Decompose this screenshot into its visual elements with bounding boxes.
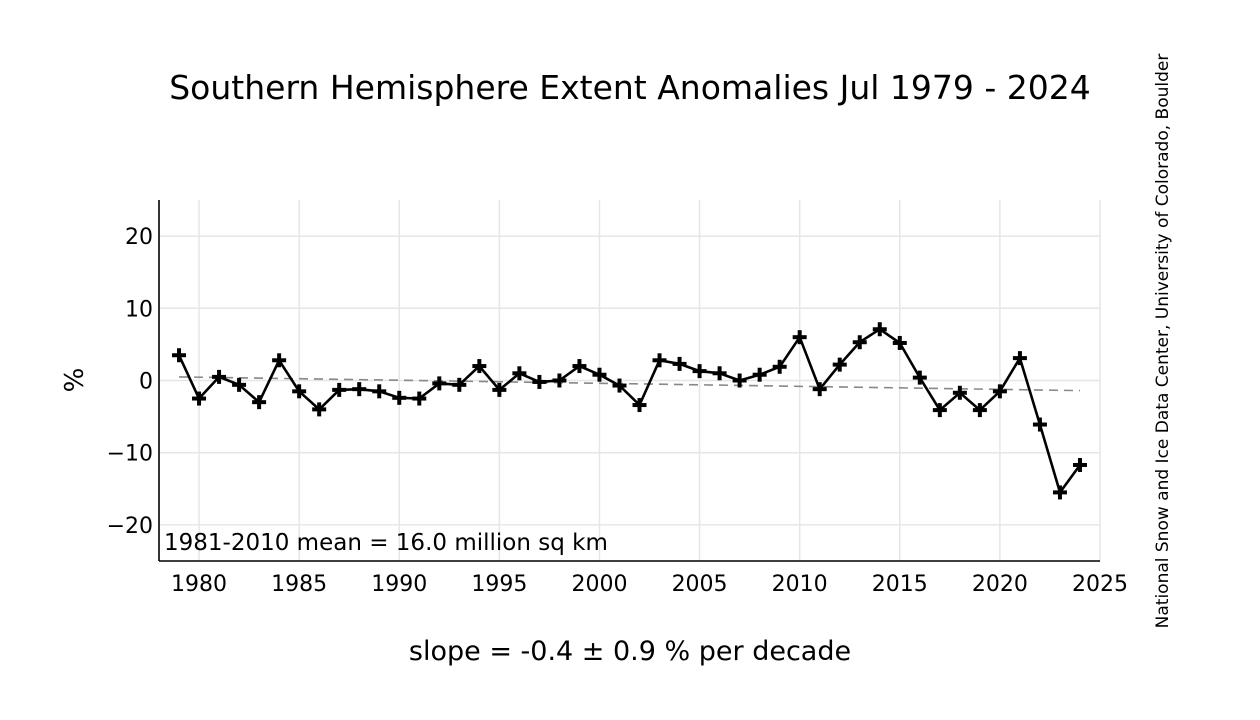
trend-line — [179, 376, 1080, 392]
x-tick-labels: 1980 1985 1990 1995 2000 2005 2010 2015 2020 2025 — [171, 572, 1128, 597]
x-tick-label: 2020 — [972, 572, 1028, 597]
data-point-marker — [232, 377, 247, 392]
chart-title: Southern Hemisphere Extent Anomalies Jul… — [169, 68, 1091, 107]
data-point-marker — [192, 391, 207, 406]
x-tick-label: 1990 — [371, 572, 427, 597]
x-tick-label: 2005 — [672, 572, 728, 597]
data-point-marker — [572, 359, 587, 374]
data-point-marker — [252, 395, 267, 410]
data-point-marker — [592, 367, 607, 382]
data-point-marker — [212, 369, 227, 384]
data-point-marker — [892, 335, 907, 350]
data-point-marker — [1032, 417, 1047, 432]
x-tick-label: 1980 — [171, 572, 227, 597]
data-point-marker — [472, 359, 487, 374]
data-point-marker — [1012, 351, 1027, 366]
data-point-marker — [292, 384, 307, 399]
data-point-marker — [872, 322, 887, 337]
data-point-marker — [832, 357, 847, 372]
data-point-marker — [392, 390, 407, 405]
x-tick-label: 2000 — [571, 572, 627, 597]
data-point-marker — [372, 384, 387, 399]
x-tick-label: 2010 — [772, 572, 828, 597]
grid — [159, 200, 1101, 561]
y-tick-label: −20 — [107, 514, 153, 539]
data-point-marker — [632, 398, 647, 413]
data-point-marker — [312, 402, 327, 417]
data-point-marker — [972, 403, 987, 418]
series-layer — [172, 322, 1087, 500]
data-point-marker — [992, 384, 1007, 399]
y-tick-label: −10 — [107, 442, 153, 467]
data-point-marker — [852, 335, 867, 350]
mean-annotation: 1981-2010 mean = 16.0 million sq km — [164, 530, 608, 556]
data-point-marker — [432, 376, 447, 391]
data-point-marker — [552, 373, 567, 388]
data-point-marker — [352, 382, 367, 397]
data-point-marker — [272, 353, 287, 368]
data-point-marker — [772, 359, 787, 374]
data-point-marker — [952, 385, 967, 400]
axes — [158, 200, 1100, 562]
data-point-marker — [672, 356, 687, 371]
y-tick-label: 10 — [125, 297, 153, 322]
data-point-marker — [812, 382, 827, 397]
data-point-marker — [532, 374, 547, 389]
data-point-marker — [752, 367, 767, 382]
data-point-marker — [1072, 457, 1087, 472]
data-point-marker — [912, 370, 927, 385]
x-tick-label: 1985 — [271, 572, 327, 597]
series-line — [177, 327, 1082, 494]
data-point-marker — [332, 382, 347, 397]
data-point-marker — [492, 382, 507, 397]
data-point-marker — [792, 330, 807, 345]
x-tick-label: 1995 — [471, 572, 527, 597]
y-axis-title: % — [60, 368, 90, 393]
data-point-marker — [932, 403, 947, 418]
data-point-marker — [692, 364, 707, 379]
data-point-marker — [732, 373, 747, 388]
data-point-marker — [612, 378, 627, 393]
x-axis-title: slope = -0.4 ± 0.9 % per decade — [408, 636, 852, 667]
source-credit: National Snow and Ice Data Center, Unive… — [1153, 53, 1173, 629]
y-tick-labels: 20 10 0 −10 −20 — [107, 225, 153, 539]
data-point-marker — [712, 366, 727, 381]
data-point-marker — [512, 366, 527, 381]
y-tick-label: 0 — [139, 370, 153, 395]
data-point-marker — [452, 377, 467, 392]
data-point-marker — [412, 391, 427, 406]
x-tick-label: 2015 — [872, 572, 928, 597]
trend-line-layer — [179, 376, 1080, 392]
x-tick-label: 2025 — [1072, 572, 1128, 597]
data-point-marker — [172, 348, 187, 363]
data-point-marker — [1052, 485, 1067, 500]
y-tick-label: 20 — [125, 225, 153, 250]
data-point-marker — [652, 353, 667, 368]
